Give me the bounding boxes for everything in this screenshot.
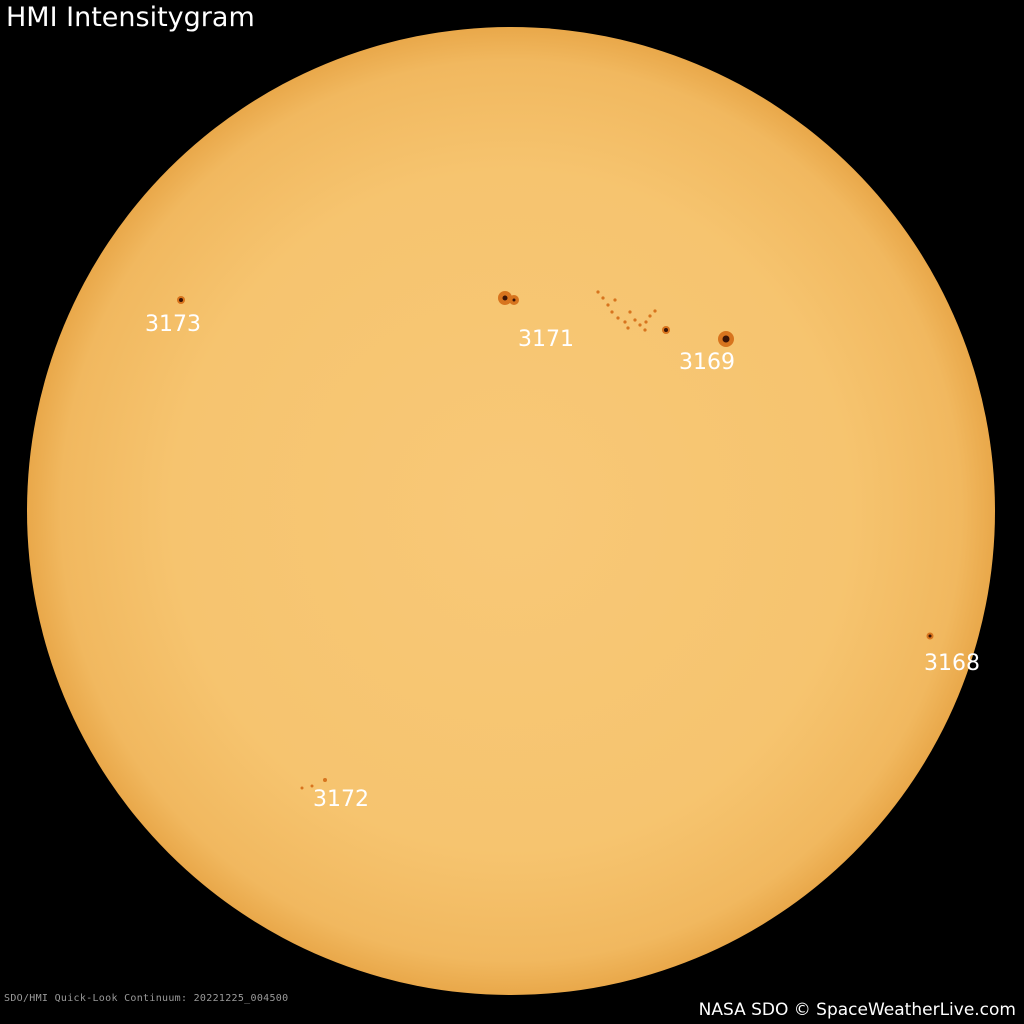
- sunspot: [628, 310, 632, 314]
- sunspot: [596, 290, 600, 294]
- sunspot-umbra: [502, 295, 508, 301]
- sunspot-umbra: [928, 634, 932, 638]
- region-label-3171: 3171: [518, 327, 574, 352]
- image-title: HMI Intensitygram: [6, 2, 255, 33]
- sunspot-umbra: [179, 298, 183, 302]
- sunspot: [610, 310, 614, 314]
- sunspot: [644, 320, 648, 324]
- sunspot: [643, 328, 647, 332]
- sunspot: [613, 298, 617, 302]
- sun-disk: [27, 27, 995, 995]
- credit-caption: NASA SDO © SpaceWeatherLive.com: [698, 1000, 1016, 1020]
- observation-caption: SDO/HMI Quick-Look Continuum: 20221225_0…: [4, 993, 289, 1004]
- sunspot: [300, 786, 304, 790]
- region-label-3172: 3172: [313, 787, 369, 812]
- sunspot: [626, 326, 630, 330]
- region-label-3169: 3169: [679, 350, 735, 375]
- sunspot-umbra: [512, 298, 516, 302]
- sunspot: [633, 318, 637, 322]
- sunspot: [616, 316, 620, 320]
- sunspot: [648, 314, 652, 318]
- region-label-3173: 3173: [145, 312, 201, 337]
- sunspot: [601, 296, 605, 300]
- sunspot: [623, 320, 627, 324]
- sunspot: [638, 323, 642, 327]
- sunspot-umbra: [722, 335, 730, 343]
- sunspot: [606, 303, 610, 307]
- region-label-3168: 3168: [924, 651, 980, 676]
- sunspot: [310, 784, 314, 788]
- sunspot: [323, 778, 327, 782]
- sunspot-umbra: [664, 328, 668, 332]
- sunspots: [177, 290, 934, 790]
- sunspot: [653, 309, 657, 313]
